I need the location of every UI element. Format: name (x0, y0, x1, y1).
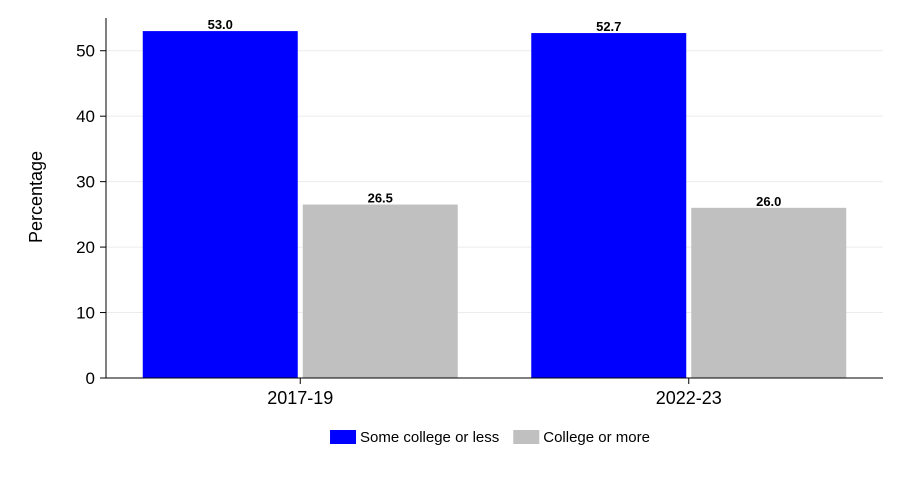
legend-label: Some college or less (360, 429, 499, 446)
y-tick-label: 0 (86, 369, 95, 388)
y-tick-label: 40 (76, 107, 95, 126)
bar (531, 33, 687, 379)
data-label: 26.5 (368, 191, 393, 206)
bar (302, 204, 458, 378)
data-label: 53.0 (208, 17, 233, 32)
legend-swatch (513, 430, 540, 444)
legend: Some college or less College or more (330, 429, 650, 446)
bar (691, 207, 847, 378)
axes (100, 18, 883, 384)
legend-label: College or more (543, 429, 650, 446)
x-tick-label: 2017-19 (267, 388, 333, 408)
bar (142, 31, 298, 378)
legend-swatch (330, 430, 357, 444)
x-tick-label: 2022-23 (656, 388, 722, 408)
data-label: 26.0 (756, 194, 781, 209)
y-tick-label: 50 (76, 42, 95, 61)
data-label: 52.7 (596, 19, 621, 34)
y-tick-label: 30 (76, 173, 95, 192)
bars (142, 31, 847, 379)
y-tick-label: 20 (76, 238, 95, 257)
y-tick-label: 10 (76, 304, 95, 323)
y-axis-title: Percentage (26, 151, 46, 243)
labels: 0 10 20 30 40 50 53.0 26.5 2017-19 52.7 26.0 2022-2… (76, 17, 781, 408)
